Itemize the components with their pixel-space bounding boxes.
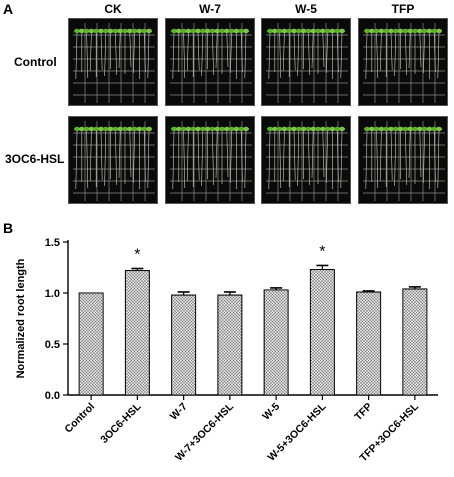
seedling-plate-photo	[358, 116, 448, 204]
x-tick-label: 3OC6-HSL	[98, 400, 144, 446]
seedling-plate-photo	[165, 116, 255, 204]
seedling-plate-photo	[261, 116, 351, 204]
x-tick-label: W-5	[260, 401, 282, 423]
x-tick-label: TFP	[352, 401, 375, 424]
root-length-bar-chart: 0.0 0.5 1.0 1.5 Normalized root length Contro…	[15, 237, 438, 464]
seedling-plate-photo	[261, 18, 351, 106]
bar	[124, 270, 150, 396]
seedling-plate-photo	[165, 18, 255, 106]
row-label-3oc6-hsl: 3OC6-HSL	[5, 152, 65, 166]
bar	[309, 269, 335, 396]
column-label-w7: W-7	[199, 2, 221, 16]
y-tick-label: 1.5	[45, 237, 60, 249]
column-label-tfp: TFP	[391, 2, 415, 16]
y-tick-label: 1.0	[45, 288, 60, 300]
bar	[263, 289, 289, 396]
seedling-plate-photo	[68, 18, 158, 106]
bar	[78, 292, 104, 396]
significance-asterisk: *	[134, 247, 140, 264]
y-tick-label: 0.0	[45, 390, 60, 402]
panel-a-letter: A	[3, 1, 14, 17]
bar	[171, 294, 197, 396]
column-label-ck: CK	[104, 2, 122, 16]
x-tick-label: Control	[62, 401, 97, 436]
panel-b-letter: B	[3, 220, 14, 236]
bar	[217, 294, 243, 396]
significance-asterisk: *	[319, 243, 325, 260]
seedling-plate-photo	[358, 18, 448, 106]
bar	[402, 288, 428, 396]
bar	[356, 291, 382, 396]
row-label-control: Control	[14, 55, 57, 69]
column-label-w5: W-5	[295, 2, 317, 16]
seedling-plate-photo	[68, 116, 158, 204]
y-axis-label: Normalized root length	[15, 258, 27, 378]
x-tick-label: W-7	[168, 401, 190, 423]
y-tick-label: 0.5	[45, 339, 60, 351]
